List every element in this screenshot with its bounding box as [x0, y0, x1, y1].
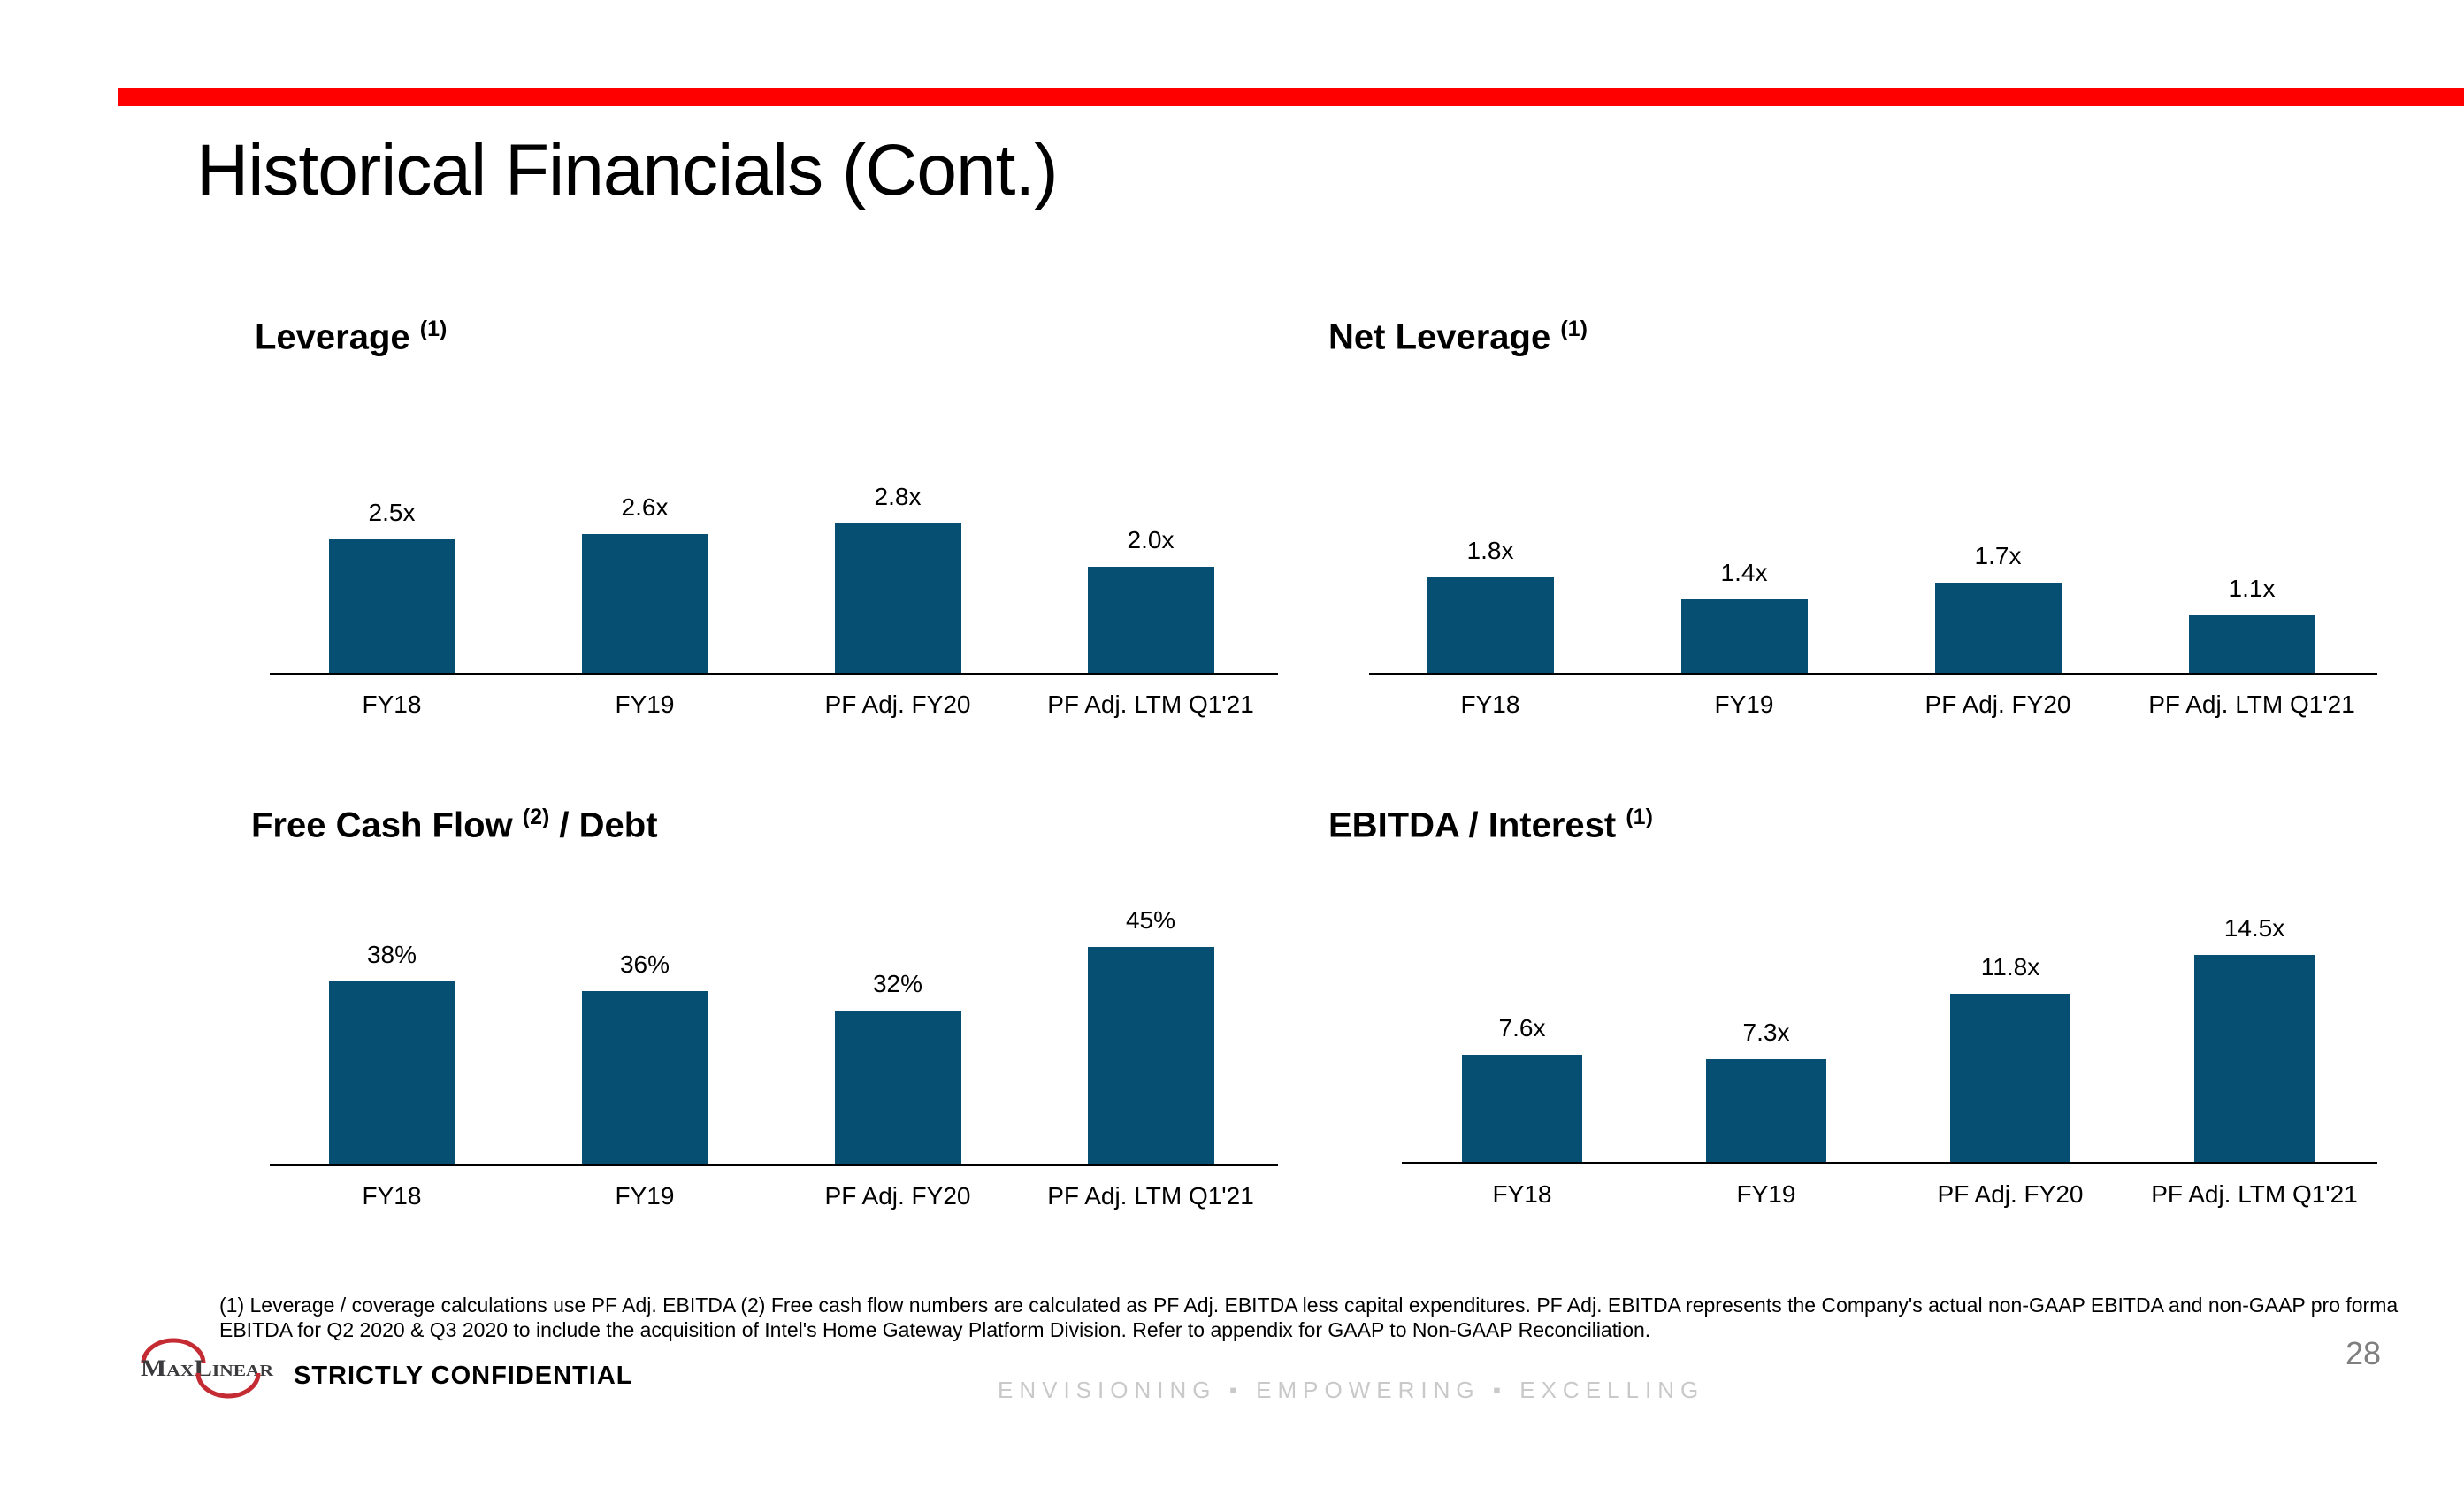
value-label: 38%: [366, 941, 417, 968]
value-label: 2.6x: [621, 493, 669, 521]
chart-title-fcf-debt: Free Cash Flow (2) / Debt: [251, 805, 658, 845]
category-label: PF Adj. FY20: [1937, 1180, 2084, 1208]
x-axis-line: [1369, 673, 2377, 675]
category-label: FY19: [615, 1182, 675, 1210]
footnote-line: EBITDA for Q2 2020 & Q3 2020 to include …: [219, 1318, 1651, 1341]
x-axis-line: [1402, 1162, 2377, 1164]
category-label: PF Adj. FY20: [1925, 691, 2071, 718]
category-label: FY18: [362, 1182, 422, 1210]
bar: [581, 991, 708, 1166]
category-label: FY18: [1492, 1180, 1552, 1208]
footnote: (1) Leverage / coverage calculations use…: [219, 1293, 2398, 1342]
value-label: 2.5x: [368, 499, 416, 526]
category-label: FY18: [1460, 691, 1520, 718]
category-label: FY19: [615, 691, 675, 718]
chart-title-text: Net Leverage: [1328, 317, 1561, 357]
plot-area: 2.5x 2.6x 2.8x 2.0x: [270, 442, 1278, 675]
bar: [834, 523, 961, 675]
bar: [1462, 1055, 1582, 1164]
chart-title-net-leverage: Net Leverage (1): [1328, 317, 1588, 357]
bar: [1087, 567, 1214, 675]
category-label: FY18: [362, 691, 422, 718]
category-label: PF Adj. FY20: [824, 1182, 971, 1210]
category-label: PF Adj. FY20: [824, 691, 971, 718]
chart-title-superscript: (1): [1560, 317, 1588, 341]
value-label: 2.8x: [874, 483, 922, 510]
category-label: FY19: [1714, 691, 1774, 718]
plot-area: 38% 36% 32% 45%: [270, 874, 1278, 1166]
bar: [1680, 599, 1808, 675]
logo-arc-top: [141, 1338, 206, 1364]
category-label: FY19: [1736, 1180, 1796, 1208]
logo-arc-bottom: [195, 1372, 261, 1399]
value-label: 32%: [872, 970, 923, 997]
bar: [1706, 1059, 1826, 1164]
category-label: PF Adj. LTM Q1'21: [2151, 1180, 2358, 1208]
chart-title-text: Free Cash Flow: [251, 805, 523, 845]
x-axis-line: [270, 673, 1278, 675]
footnote-line: (1) Leverage / coverage calculations use…: [219, 1294, 2399, 1317]
chart-title-superscript: (1): [419, 317, 448, 341]
value-label: 1.4x: [1720, 559, 1768, 586]
ebitda-interest-chart: 7.6x 7.3x 11.8x 14.5x FY18 FY19 PF Adj. FY20 P…: [1402, 873, 2377, 1226]
bar: [1427, 577, 1554, 675]
plot-area: 1.8x 1.4x 1.7x 1.1x: [1369, 442, 2377, 675]
category-label: PF Adj. LTM Q1'21: [1047, 1182, 1254, 1210]
net-leverage-chart: 1.8x 1.4x 1.7x 1.1x FY18 FY19 PF Adj. FY20 PF …: [1369, 442, 2377, 734]
confidential-label: STRICTLY CONFIDENTIAL: [294, 1362, 633, 1390]
value-label: 14.5x: [2223, 914, 2285, 942]
bar: [2188, 615, 2315, 675]
top-accent-bar: [118, 88, 2464, 106]
chart-title-ebitda-interest: EBITDA / Interest (1): [1328, 805, 1653, 845]
bar: [328, 539, 455, 675]
bar: [328, 981, 455, 1166]
value-label: 45%: [1125, 906, 1176, 934]
bar: [834, 1011, 961, 1166]
value-label: 7.3x: [1742, 1019, 1790, 1046]
chart-title-text: EBITDA / Interest: [1328, 805, 1626, 845]
leverage-chart: 2.5x 2.6x 2.8x 2.0x FY18 FY19 PF Adj. FY20 PF …: [270, 442, 1278, 734]
page-number: 28: [2345, 1335, 2382, 1371]
bar: [2194, 955, 2315, 1164]
logo-text: MaxLinear: [141, 1355, 274, 1381]
bar: [1934, 583, 2062, 675]
bar: [1087, 947, 1214, 1166]
page-title: Historical Financials (Cont.): [196, 130, 1058, 210]
value-label: 2.0x: [1127, 526, 1175, 553]
chart-title-text: Leverage: [255, 317, 420, 357]
plot-area: 7.6x 7.3x 11.8x 14.5x: [1402, 873, 2377, 1164]
value-label: 1.7x: [1974, 542, 2022, 569]
value-label: 1.8x: [1466, 537, 1514, 564]
value-label: 36%: [619, 950, 670, 978]
value-label: 11.8x: [1980, 953, 2040, 981]
bar: [1950, 994, 2070, 1164]
chart-title-suffix: / Debt: [549, 805, 658, 845]
fcf-debt-chart: 38% 36% 32% 45% FY18 FY19 PF Adj. FY20 PF Adj.…: [270, 874, 1278, 1228]
value-label: 7.6x: [1498, 1014, 1546, 1042]
chart-title-superscript: (1): [1626, 805, 1653, 829]
bar: [581, 534, 708, 675]
x-axis-line: [270, 1164, 1278, 1166]
value-label: 1.1x: [2228, 575, 2276, 602]
category-label: PF Adj. LTM Q1'21: [1047, 691, 1254, 718]
chart-title-superscript: (2): [522, 805, 550, 829]
chart-title-leverage: Leverage (1): [255, 317, 447, 357]
category-label: PF Adj. LTM Q1'21: [2148, 691, 2355, 718]
maxlinear-logo: MaxLinear: [141, 1338, 274, 1399]
footer-tagline: ENVISIONING ▪ EMPOWERING ▪ EXCELLING: [998, 1377, 1705, 1403]
